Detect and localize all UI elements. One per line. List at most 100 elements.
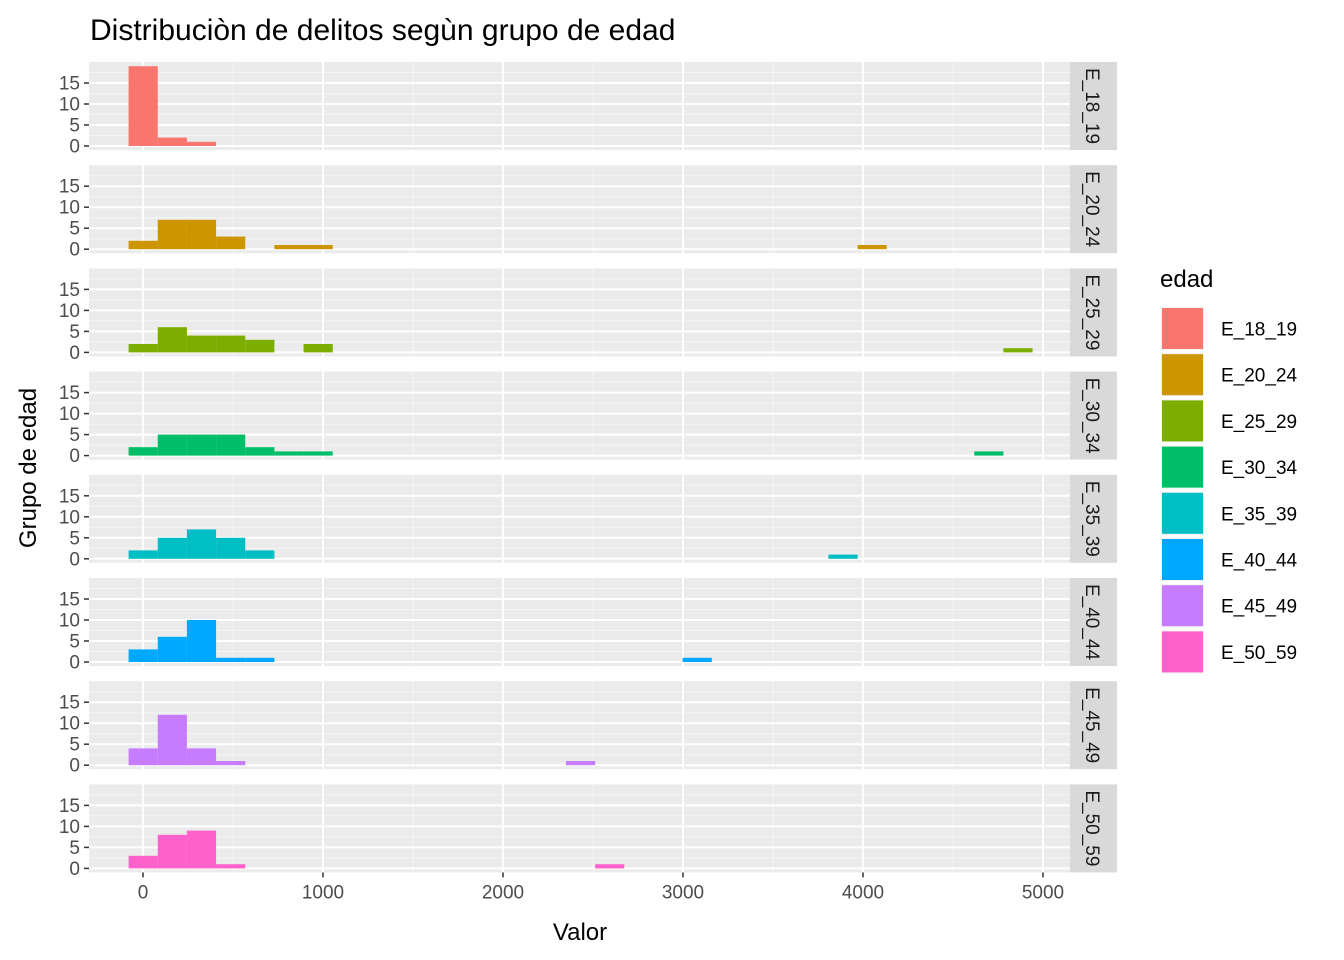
histogram-bar (216, 761, 246, 766)
y-tick-label: 10 (59, 404, 80, 425)
x-axis-title: Valor (553, 919, 607, 946)
histogram-bar (186, 529, 217, 559)
legend-item-E_35_39: E_35_39 (1161, 491, 1297, 535)
histogram-bar (1003, 348, 1033, 353)
y-axis-title: Grupo de edad (15, 388, 42, 548)
legend-title: edad (1160, 266, 1213, 293)
histogram-bar (186, 219, 217, 250)
histogram-bar (186, 335, 217, 353)
legend-item-E_30_34: E_30_34 (1161, 445, 1298, 489)
y-tick-label: 10 (59, 198, 80, 219)
histogram-bar (303, 245, 333, 250)
facet-strip-label: E_25_29 (1081, 274, 1102, 350)
y-tick-label: 10 (59, 95, 80, 116)
legend: edad E_18_19 E_20_24 E_25_29 E_30_34 E_35_39… (1160, 266, 1298, 674)
histogram-bar (682, 657, 712, 662)
facet-strip (1070, 784, 1117, 873)
histogram-bar (186, 748, 217, 766)
histogram-bar (157, 636, 187, 662)
legend-item-E_20_24: E_20_24 (1161, 353, 1298, 397)
x-tick-label: 2000 (482, 882, 524, 903)
x-tick-label: 4000 (842, 882, 884, 903)
legend-label: E_30_34 (1221, 458, 1298, 479)
legend-label: E_50_59 (1221, 643, 1297, 664)
histogram-bar (245, 550, 275, 559)
legend-label: E_40_44 (1221, 551, 1298, 572)
histogram-bar (566, 761, 596, 766)
y-tick-label: 10 (59, 714, 80, 735)
y-tick-label: 5 (69, 735, 80, 756)
histogram-bar (245, 339, 275, 353)
y-tick-label: 10 (59, 611, 80, 632)
y-tick-label: 15 (59, 74, 80, 95)
facet-strip (1070, 681, 1117, 770)
y-tick-label: 5 (69, 322, 80, 343)
y-tick-label: 0 (69, 653, 80, 674)
histogram-bar (216, 434, 246, 456)
histogram-bar (157, 714, 187, 766)
facet-strip-label: E_40_44 (1081, 584, 1102, 661)
histogram-bar (186, 830, 217, 869)
histogram-bar (303, 451, 333, 456)
histogram-bar (274, 245, 304, 250)
x-tick-label: 0 (138, 882, 149, 903)
histogram-bar (157, 434, 187, 456)
panel-background (89, 681, 1070, 770)
y-tick-label: 15 (59, 383, 80, 404)
facet-strip (1070, 578, 1117, 666)
panel-background (89, 784, 1070, 873)
legend-key (1162, 631, 1203, 673)
histogram-bar (216, 537, 246, 559)
x-axis: 0 1000 2000 3000 4000 5000 (138, 872, 1064, 903)
histogram-bar (128, 748, 158, 766)
y-tick-label: 10 (59, 301, 80, 322)
y-tick-label: 15 (59, 693, 80, 714)
facet-strip (1070, 474, 1117, 563)
legend-item-E_50_59: E_50_59 (1161, 630, 1297, 674)
facet-strip (1070, 371, 1117, 460)
histogram-bar (186, 434, 217, 456)
legend-item-E_40_44: E_40_44 (1161, 538, 1298, 581)
histogram-bar (274, 451, 304, 456)
y-tick-label: 10 (59, 507, 80, 528)
facet-strip-label: E_20_24 (1081, 171, 1102, 248)
y-tick-label: 5 (69, 425, 80, 446)
histogram-bar (128, 550, 158, 559)
y-tick-label: 0 (69, 859, 80, 880)
facet-strip-label: E_50_59 (1081, 790, 1102, 866)
histogram-bar (186, 620, 217, 662)
histogram-bar (128, 855, 158, 869)
y-tick-label: 0 (69, 137, 80, 158)
legend-label: E_25_29 (1221, 412, 1297, 433)
legend-key (1162, 539, 1203, 580)
y-tick-label: 15 (59, 280, 80, 301)
y-tick-label: 0 (69, 343, 80, 364)
legend-label: E_18_19 (1221, 320, 1297, 341)
histogram-bar (245, 447, 275, 456)
legend-label: E_35_39 (1221, 504, 1297, 525)
legend-key (1162, 446, 1203, 488)
histogram-bar (216, 657, 246, 662)
histogram-bar (128, 447, 158, 456)
y-tick-label: 15 (59, 177, 80, 198)
histogram-bar (857, 245, 887, 250)
histogram-bar (157, 834, 187, 869)
y-tick-label: 5 (69, 219, 80, 240)
histogram-bar (128, 344, 158, 353)
y-tick-label: 0 (69, 240, 80, 261)
y-tick-label: 5 (69, 838, 80, 859)
y-tick-label: 0 (69, 549, 80, 570)
legend-key (1162, 400, 1203, 442)
y-tick-label: 15 (59, 486, 80, 507)
y-tick-label: 0 (69, 446, 80, 467)
histogram-bar (216, 335, 246, 353)
y-tick-label: 10 (59, 817, 80, 838)
legend-key (1162, 492, 1203, 534)
histogram-bar (828, 554, 858, 559)
histogram-bar (157, 327, 187, 353)
